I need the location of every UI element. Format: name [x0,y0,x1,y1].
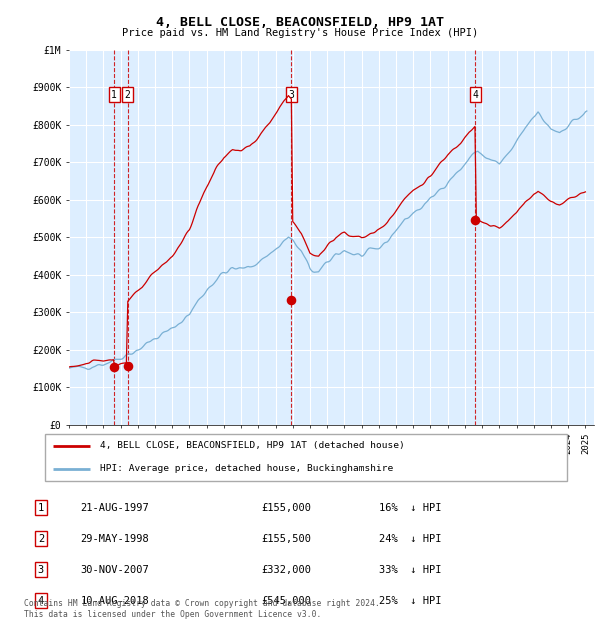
Text: 1: 1 [38,503,44,513]
Point [123,361,133,371]
Text: 4, BELL CLOSE, BEACONSFIELD, HP9 1AT: 4, BELL CLOSE, BEACONSFIELD, HP9 1AT [156,16,444,29]
Text: HPI: Average price, detached house, Buckinghamshire: HPI: Average price, detached house, Buck… [100,464,394,473]
Text: 3: 3 [38,565,44,575]
Text: 1: 1 [112,90,117,100]
Text: 2: 2 [38,534,44,544]
Text: Contains HM Land Registry data © Crown copyright and database right 2024.
This d: Contains HM Land Registry data © Crown c… [24,600,380,619]
Text: 4: 4 [38,596,44,606]
Text: 30-NOV-2007: 30-NOV-2007 [80,565,149,575]
Point [109,361,119,371]
Point [287,295,296,305]
Text: 3: 3 [289,90,295,100]
Text: 2: 2 [125,90,131,100]
Text: £155,500: £155,500 [261,534,311,544]
Text: 29-MAY-1998: 29-MAY-1998 [80,534,149,544]
Text: 33%  ↓ HPI: 33% ↓ HPI [379,565,442,575]
Text: 21-AUG-1997: 21-AUG-1997 [80,503,149,513]
Text: Price paid vs. HM Land Registry's House Price Index (HPI): Price paid vs. HM Land Registry's House … [122,28,478,38]
Text: 25%  ↓ HPI: 25% ↓ HPI [379,596,442,606]
Text: £332,000: £332,000 [261,565,311,575]
Text: 24%  ↓ HPI: 24% ↓ HPI [379,534,442,544]
Text: 10-AUG-2018: 10-AUG-2018 [80,596,149,606]
Point [470,215,480,225]
FancyBboxPatch shape [44,433,568,481]
Text: 4: 4 [472,90,478,100]
Text: 16%  ↓ HPI: 16% ↓ HPI [379,503,442,513]
Text: £545,000: £545,000 [261,596,311,606]
Text: £155,000: £155,000 [261,503,311,513]
Text: 4, BELL CLOSE, BEACONSFIELD, HP9 1AT (detached house): 4, BELL CLOSE, BEACONSFIELD, HP9 1AT (de… [100,441,405,450]
